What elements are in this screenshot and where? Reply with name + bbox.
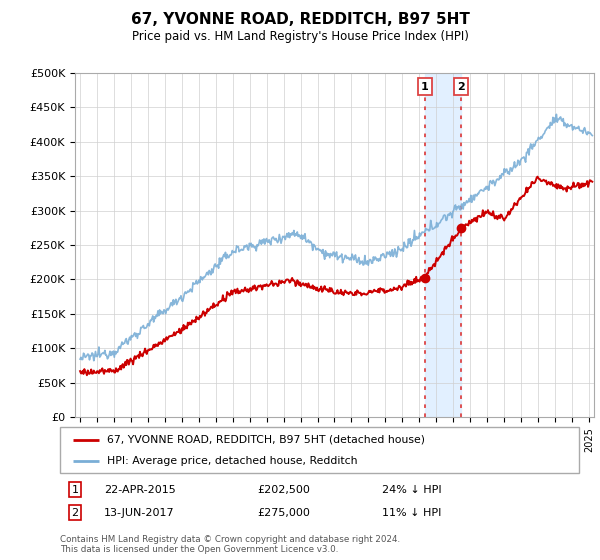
Text: 2: 2 xyxy=(71,507,79,517)
Text: 67, YVONNE ROAD, REDDITCH, B97 5HT (detached house): 67, YVONNE ROAD, REDDITCH, B97 5HT (deta… xyxy=(107,435,425,445)
Text: 1: 1 xyxy=(71,484,79,494)
Text: 1: 1 xyxy=(421,82,428,92)
FancyBboxPatch shape xyxy=(60,427,579,473)
Bar xyxy=(425,73,461,417)
Text: Contains HM Land Registry data © Crown copyright and database right 2024.
This d: Contains HM Land Registry data © Crown c… xyxy=(60,535,400,554)
Text: 2: 2 xyxy=(457,82,465,92)
Text: Price paid vs. HM Land Registry's House Price Index (HPI): Price paid vs. HM Land Registry's House … xyxy=(131,30,469,43)
Text: 67, YVONNE ROAD, REDDITCH, B97 5HT: 67, YVONNE ROAD, REDDITCH, B97 5HT xyxy=(131,12,469,27)
Text: £275,000: £275,000 xyxy=(257,507,310,517)
Text: £202,500: £202,500 xyxy=(257,484,310,494)
Text: 11% ↓ HPI: 11% ↓ HPI xyxy=(382,507,441,517)
Text: 13-JUN-2017: 13-JUN-2017 xyxy=(104,507,175,517)
Text: HPI: Average price, detached house, Redditch: HPI: Average price, detached house, Redd… xyxy=(107,456,357,466)
Text: 24% ↓ HPI: 24% ↓ HPI xyxy=(382,484,442,494)
Text: 22-APR-2015: 22-APR-2015 xyxy=(104,484,176,494)
